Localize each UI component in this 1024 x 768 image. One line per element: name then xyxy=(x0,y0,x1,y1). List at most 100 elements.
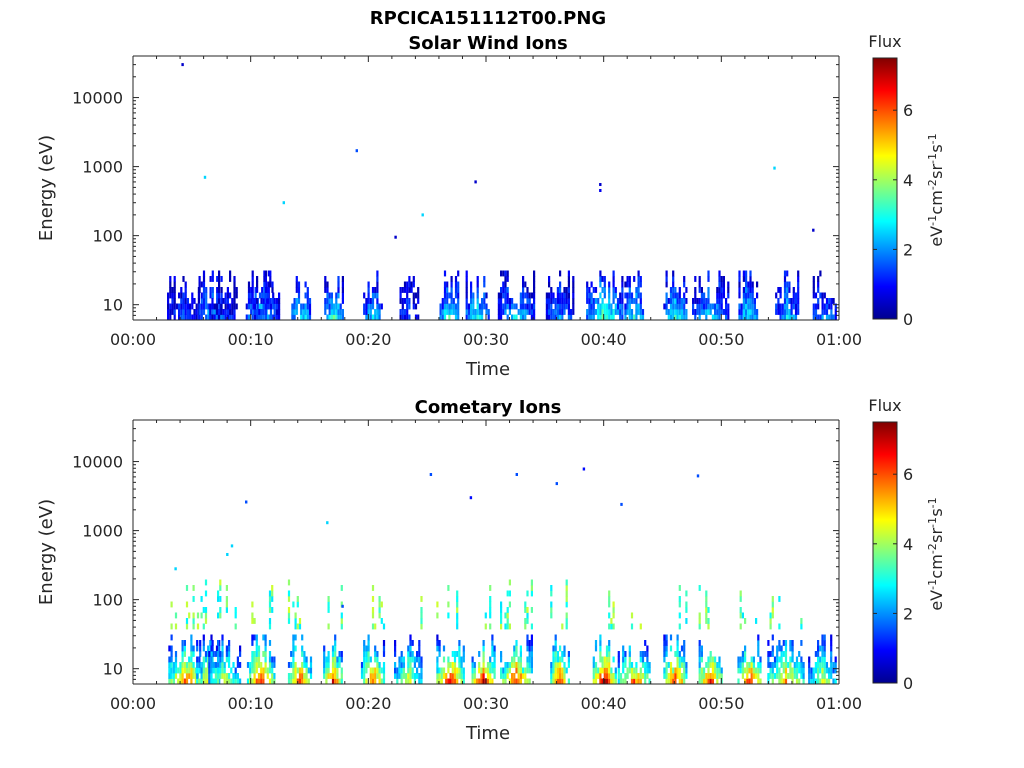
spectrogram-cell xyxy=(170,601,173,608)
spectrogram-cell xyxy=(256,303,259,310)
spectrogram-cell xyxy=(608,667,611,674)
spectrogram-cell xyxy=(720,281,723,288)
spectrogram-cell xyxy=(635,287,638,293)
spectrogram-cell xyxy=(504,667,507,674)
spectrogram-cell xyxy=(524,601,527,608)
spectrogram-cell xyxy=(599,270,602,277)
spectrogram-cell xyxy=(626,673,629,679)
spectrogram-cell xyxy=(599,634,602,641)
spectrogram-cell xyxy=(757,673,760,679)
spectrogram-cell xyxy=(228,662,231,668)
spectrogram-cell xyxy=(374,678,377,685)
spectrogram-cell xyxy=(307,678,310,685)
spectrogram-cell xyxy=(192,596,195,602)
colorbar-tick-label: 0 xyxy=(903,674,913,693)
spectrogram-cell xyxy=(367,287,370,293)
spectrogram-cell xyxy=(185,678,189,685)
spectrogram-cell xyxy=(491,667,494,674)
spectrogram-cell xyxy=(401,303,404,310)
spectrogram-cell xyxy=(707,270,710,277)
spectrogram-cell xyxy=(441,309,444,315)
spectrogram-cell xyxy=(635,309,638,315)
spectrogram-cell xyxy=(783,287,787,293)
spectrogram-cell xyxy=(363,662,366,668)
spectrogram-cell xyxy=(258,314,261,321)
spectrogram-cell xyxy=(709,303,712,310)
spectrogram-cell xyxy=(817,662,820,668)
spectrogram-cell xyxy=(757,662,760,668)
spectrogram-cell xyxy=(550,673,553,679)
spectrogram-cell xyxy=(680,673,684,679)
spectrogram-cell xyxy=(705,596,708,602)
spectrogram-cell xyxy=(517,667,520,674)
spectrogram-cell xyxy=(621,281,624,288)
spectrogram-cell xyxy=(298,618,302,624)
spectrogram-cell xyxy=(565,667,568,674)
spectrogram-cell xyxy=(290,673,293,679)
spectrogram-cell xyxy=(795,678,799,685)
spectrogram-cell xyxy=(306,309,309,315)
spectrogram-cell xyxy=(212,667,215,674)
spectrogram-cell xyxy=(700,298,703,304)
spectrogram-cell xyxy=(707,623,710,630)
spectrogram-cell xyxy=(519,298,522,304)
spectrogram-cell xyxy=(181,640,184,646)
spectrogram-cell xyxy=(267,298,270,304)
spectrogram-cell xyxy=(478,662,481,668)
spectrogram-cell xyxy=(599,640,602,646)
spectrogram-cell xyxy=(196,640,199,646)
spectrogram-cell xyxy=(205,292,208,299)
spectrogram-cell xyxy=(486,678,490,685)
spectrogram-cell xyxy=(639,314,642,321)
spectrogram-cell xyxy=(302,309,305,315)
spectrogram-cell xyxy=(308,309,312,315)
spectrogram-cell xyxy=(757,634,760,641)
spectrogram-cell xyxy=(326,287,329,293)
spectrogram-cell xyxy=(641,662,645,668)
spectrogram-cell xyxy=(363,667,366,674)
spectrogram-cell xyxy=(700,678,703,685)
spectrogram-cell xyxy=(780,673,783,679)
spectrogram-cell xyxy=(639,303,642,310)
spectrogram-cell xyxy=(526,303,529,310)
spectrogram-cell xyxy=(819,667,822,674)
spectrogram-cell xyxy=(703,678,706,685)
spectrogram-cell xyxy=(747,298,750,304)
spectrogram-cell xyxy=(711,303,714,310)
spectrogram-cell xyxy=(790,298,793,304)
spectrogram-cell xyxy=(337,292,340,299)
spectrogram-cell xyxy=(556,314,559,321)
spectrogram-cell xyxy=(832,667,835,674)
spectrogram-cell xyxy=(586,281,589,288)
spectrogram-cell xyxy=(703,667,706,674)
spectrogram-cell xyxy=(791,678,794,685)
spectrogram-burst xyxy=(775,270,800,321)
spectrogram-cell xyxy=(198,667,201,674)
spectrogram-cell xyxy=(460,667,463,674)
spectrogram-cell xyxy=(572,292,575,299)
spectrogram-point xyxy=(341,604,344,608)
spectrogram-cell xyxy=(705,607,708,613)
spectrogram-cell xyxy=(550,303,553,310)
spectrogram-cell xyxy=(339,314,342,321)
spectrogram-cell xyxy=(239,651,242,657)
spectrogram-cell xyxy=(605,645,609,652)
spectrogram-cell xyxy=(223,667,226,674)
spectrogram-cell xyxy=(219,612,222,619)
spectrogram-cell xyxy=(821,292,824,299)
spectrogram-cell xyxy=(561,656,564,663)
spectrogram-cell xyxy=(550,292,553,299)
spectrogram-cell xyxy=(257,673,261,679)
spectrogram-cell xyxy=(506,612,509,619)
spectrogram-cell xyxy=(247,281,251,288)
spectrogram-cell xyxy=(172,667,175,674)
spectrogram-cell xyxy=(327,673,330,679)
spectrogram-cell xyxy=(556,298,559,304)
spectrogram-cell xyxy=(380,601,383,608)
spectrogram-cell xyxy=(224,292,227,299)
spectrogram-cell xyxy=(447,667,450,674)
spectrogram-cell xyxy=(793,662,796,668)
spectrogram-cell xyxy=(800,623,803,630)
spectrogram-cell xyxy=(552,314,555,321)
spectrogram-cell xyxy=(219,651,222,657)
